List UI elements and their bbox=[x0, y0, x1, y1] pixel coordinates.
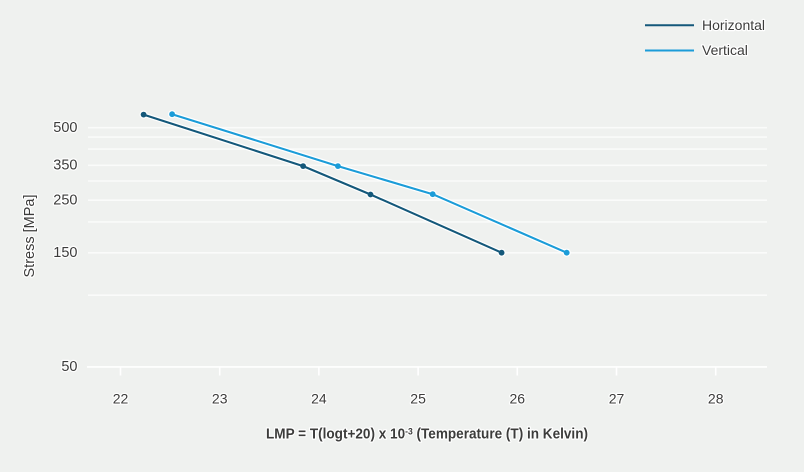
svg-text:23: 23 bbox=[212, 391, 228, 407]
svg-text:350: 350 bbox=[53, 157, 77, 173]
svg-text:150: 150 bbox=[53, 245, 77, 261]
svg-text:Vertical: Vertical bbox=[702, 42, 748, 58]
svg-text:500: 500 bbox=[53, 120, 77, 136]
svg-text:22: 22 bbox=[113, 391, 129, 407]
svg-text:24: 24 bbox=[311, 391, 327, 407]
svg-text:250: 250 bbox=[53, 192, 77, 208]
svg-text:26: 26 bbox=[510, 391, 526, 407]
svg-text:Stress [MPa]: Stress [MPa] bbox=[22, 195, 38, 278]
svg-text:Horizontal: Horizontal bbox=[702, 17, 765, 33]
svg-text:28: 28 bbox=[708, 391, 724, 407]
svg-text:27: 27 bbox=[609, 391, 625, 407]
svg-text:LMP = T(logt+20) x 10-3 (Tempe: LMP = T(logt+20) x 10-3 (Temperature (T)… bbox=[266, 426, 588, 443]
svg-text:25: 25 bbox=[410, 391, 426, 407]
svg-text:50: 50 bbox=[61, 359, 77, 375]
